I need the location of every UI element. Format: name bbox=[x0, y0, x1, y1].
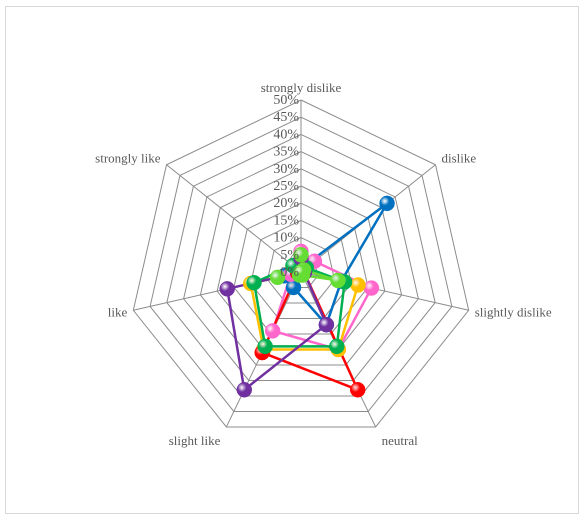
data-point-series-6 bbox=[236, 382, 253, 398]
data-point-series-5 bbox=[246, 274, 262, 291]
tick-label: 10% bbox=[273, 231, 299, 246]
grid-ring bbox=[250, 219, 352, 319]
tick-label: 50% bbox=[273, 93, 299, 108]
data-point-series-5 bbox=[329, 338, 345, 355]
category-label-strongly-dislike: strongly dislike bbox=[261, 80, 342, 95]
data-point-series-4 bbox=[349, 382, 366, 398]
tick-label: 40% bbox=[273, 127, 299, 142]
data-point-series-3 bbox=[350, 277, 366, 293]
category-label-strongly-like: strongly like bbox=[95, 151, 161, 166]
data-point-series-7 bbox=[269, 269, 286, 286]
grid-ring bbox=[166, 133, 436, 397]
tick-label: 30% bbox=[273, 162, 299, 177]
tick-label: 20% bbox=[273, 196, 299, 211]
grid-spoke bbox=[166, 164, 302, 273]
grid-ring bbox=[149, 116, 453, 412]
grid-ring bbox=[132, 99, 470, 428]
data-point-series-6 bbox=[318, 316, 335, 333]
radar-chart: 0%5%10%15%20%25%30%35%40%45%50%strongly … bbox=[95, 80, 552, 448]
chart-frame: 0% 5% 10% 15% 20% 25% 30% 35% 40% 45% 50% strongly … bbox=[5, 6, 579, 514]
data-point-series-7 bbox=[293, 264, 309, 280]
data-point-series-5 bbox=[257, 338, 273, 355]
tick-label: 35% bbox=[273, 145, 299, 160]
category-label-neutral: neutral bbox=[382, 433, 418, 448]
category-label-slight-like: slight like bbox=[169, 433, 221, 448]
tick-label: 15% bbox=[273, 213, 299, 228]
tick-label: 25% bbox=[273, 179, 299, 194]
series-layer bbox=[219, 195, 395, 398]
data-point-series-7 bbox=[330, 272, 346, 289]
data-point-series-7 bbox=[293, 247, 309, 263]
category-label-slightly-dislike: slightly dislike bbox=[475, 304, 552, 319]
data-point-series-1 bbox=[379, 195, 395, 212]
category-label-dislike: dislike bbox=[441, 151, 476, 166]
grid-ring bbox=[183, 151, 419, 381]
tick-label: 5% bbox=[280, 248, 299, 263]
tick-label: 45% bbox=[273, 110, 299, 125]
tick-label: 0% bbox=[280, 265, 299, 280]
grid-ring bbox=[233, 202, 369, 335]
category-label-like: like bbox=[108, 304, 128, 319]
data-point-series-2 bbox=[264, 323, 281, 339]
data-point-series-6 bbox=[219, 281, 235, 297]
grid-ring bbox=[266, 237, 336, 304]
labels: 0%5%10%15%20%25%30%35%40%45%50%strongly … bbox=[95, 80, 552, 448]
data-point-series-2 bbox=[363, 280, 380, 296]
grid-ring bbox=[199, 168, 403, 366]
